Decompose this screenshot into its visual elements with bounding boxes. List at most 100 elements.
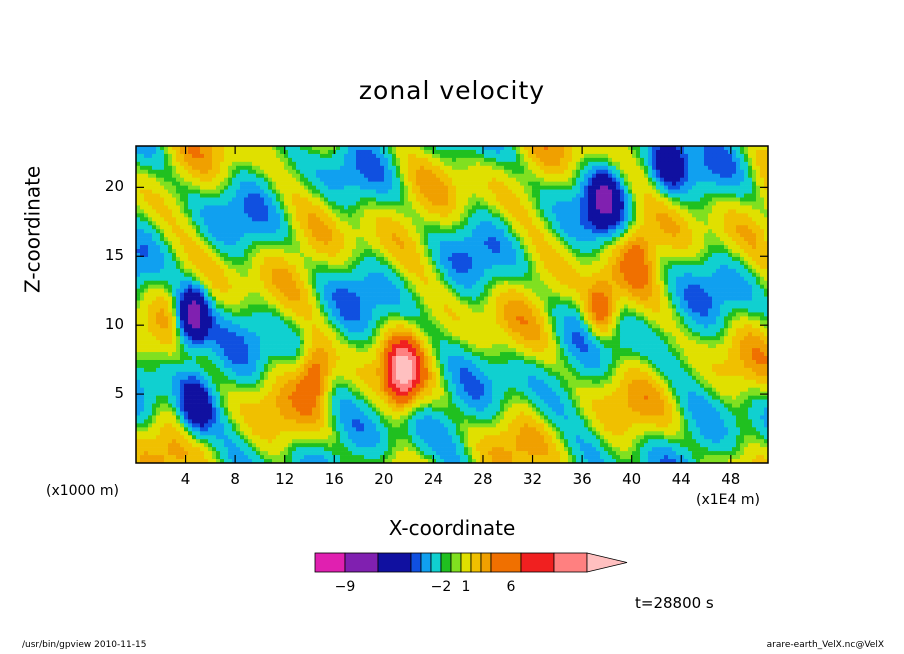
- field-cell: [764, 209, 768, 214]
- field-cell: [496, 256, 501, 262]
- field-cell: [584, 149, 589, 155]
- field-cell: [480, 161, 485, 167]
- field-cell: [348, 181, 353, 186]
- field-cell: [568, 173, 573, 178]
- field-cell: [312, 260, 317, 266]
- field-cell: [448, 229, 453, 234]
- field-cell: [160, 233, 165, 238]
- field-cell: [256, 169, 261, 175]
- field-cell: [444, 260, 449, 266]
- field-cell: [300, 241, 305, 246]
- field-cell: [760, 221, 765, 226]
- field-cell: [476, 264, 481, 270]
- field-cell: [648, 193, 653, 198]
- field-cell: [152, 177, 157, 182]
- field-cell: [620, 197, 625, 202]
- field-cell: [372, 209, 377, 214]
- field-cell: [228, 161, 233, 167]
- field-cell: [560, 149, 565, 155]
- field-cell: [200, 252, 205, 258]
- field-cell: [604, 173, 609, 178]
- field-cell: [632, 153, 637, 159]
- field-cell: [340, 189, 345, 194]
- field-cell: [320, 229, 325, 234]
- field-cell: [652, 245, 657, 250]
- field-cell: [500, 264, 505, 270]
- field-cell: [268, 205, 273, 210]
- field-cell: [316, 205, 321, 210]
- field-cell: [388, 193, 393, 198]
- field-cell: [672, 205, 677, 210]
- field-cell: [228, 146, 233, 151]
- field-cell: [452, 185, 457, 190]
- field-cell: [728, 229, 733, 234]
- field-cell: [300, 260, 305, 266]
- field-cell: [224, 169, 229, 175]
- field-cell: [264, 260, 269, 266]
- field-cell: [364, 205, 369, 210]
- field-cell: [284, 229, 289, 234]
- field-cell: [644, 237, 649, 242]
- field-cell: [708, 264, 713, 270]
- field-cell: [712, 181, 717, 186]
- field-cell: [536, 249, 541, 254]
- field-cell: [428, 209, 433, 214]
- field-cell: [420, 252, 425, 258]
- field-cell: [648, 252, 653, 258]
- field-cell: [156, 173, 161, 178]
- field-cell: [704, 260, 709, 266]
- field-cell: [648, 157, 653, 163]
- field-cell: [540, 161, 545, 167]
- field-cell: [192, 193, 197, 198]
- field-cell: [592, 177, 597, 182]
- field-cell: [244, 201, 249, 206]
- field-cell: [620, 264, 625, 270]
- field-cell: [260, 217, 265, 222]
- field-cell: [612, 193, 617, 198]
- field-cell: [280, 173, 285, 178]
- field-cell: [224, 177, 229, 182]
- field-cell: [620, 252, 625, 258]
- field-cell: [532, 197, 537, 202]
- field-cell: [588, 161, 593, 167]
- field-cell: [624, 264, 629, 270]
- field-cell: [436, 197, 441, 202]
- field-cell: [428, 241, 433, 246]
- field-cell: [336, 241, 341, 246]
- field-cell: [196, 146, 201, 151]
- field-cell: [564, 233, 569, 238]
- field-cell: [332, 197, 337, 202]
- field-cell: [560, 225, 565, 230]
- field-cell: [364, 189, 369, 194]
- field-cell: [692, 252, 697, 258]
- field-cell: [404, 264, 409, 270]
- field-cell: [560, 177, 565, 182]
- field-cell: [516, 256, 521, 262]
- field-cell: [216, 241, 221, 246]
- field-cell: [216, 268, 221, 274]
- field-cell: [428, 185, 433, 190]
- field-cell: [556, 146, 561, 151]
- field-cell: [536, 201, 541, 206]
- field-cell: [348, 225, 353, 230]
- field-cell: [764, 260, 768, 266]
- field-cell: [160, 256, 165, 262]
- field-cell: [568, 245, 573, 250]
- field-cell: [468, 197, 473, 202]
- field-cell: [176, 169, 181, 175]
- field-cell: [760, 229, 765, 234]
- field-cell: [588, 177, 593, 182]
- field-cell: [308, 237, 313, 242]
- field-cell: [264, 213, 269, 218]
- field-cell: [648, 249, 653, 254]
- field-cell: [732, 193, 737, 198]
- field-cell: [436, 169, 441, 175]
- field-cell: [288, 245, 293, 250]
- field-cell: [140, 221, 145, 226]
- field-cell: [272, 146, 277, 151]
- field-cell: [548, 153, 553, 159]
- field-cell: [324, 161, 329, 167]
- field-cell: [496, 193, 501, 198]
- field-cell: [176, 245, 181, 250]
- field-cell: [268, 256, 273, 262]
